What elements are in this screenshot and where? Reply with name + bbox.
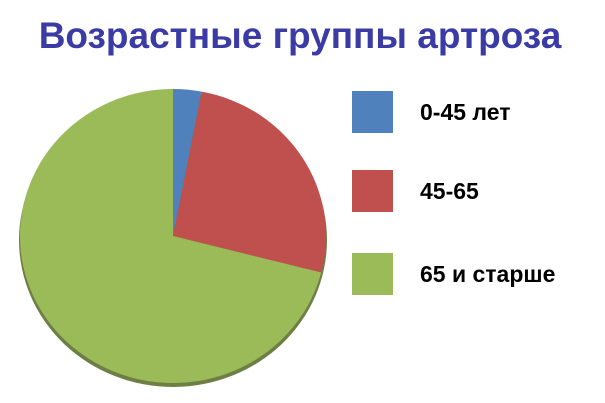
chart-title: Возрастные группы артроза (39, 15, 562, 56)
legend-swatch (352, 91, 393, 133)
legend-swatch (352, 170, 393, 212)
pie-slice (20, 89, 322, 384)
pie-slice (173, 91, 326, 273)
legend-label: 65 и старше (420, 261, 555, 287)
legend-swatch (352, 253, 393, 295)
legend-label: 45-65 (420, 178, 479, 204)
legend-label: 0-45 лет (420, 99, 510, 125)
pie-slice (173, 89, 202, 236)
